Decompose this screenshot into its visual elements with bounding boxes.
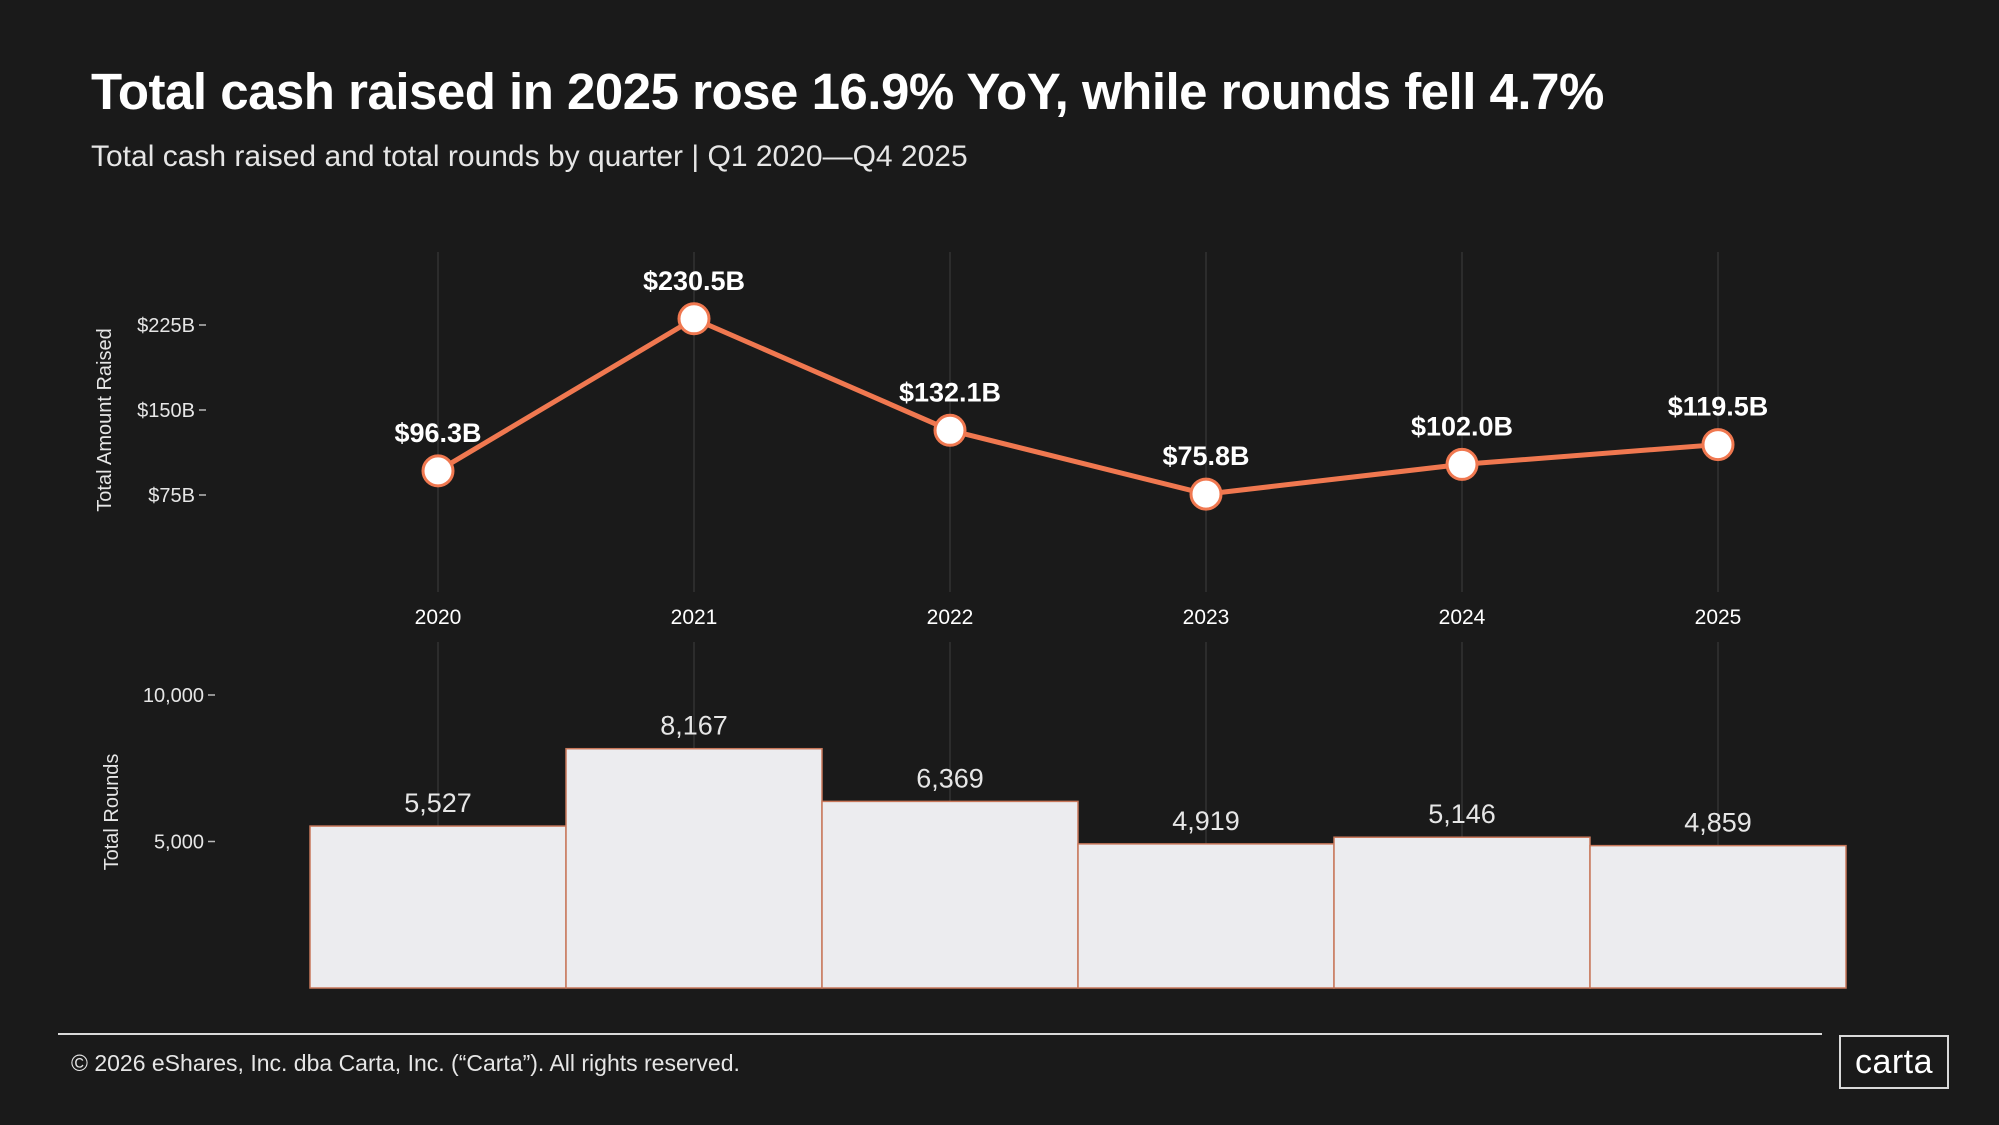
bar-2024 — [1333, 836, 1591, 989]
point-2024 — [1445, 447, 1479, 481]
y-axis-label-rounds: Total Rounds — [101, 754, 123, 871]
carta-logo: carta — [1839, 1035, 1949, 1089]
footer-divider — [58, 1033, 1822, 1035]
chart-subtitle: Total cash raised and total rounds by qu… — [91, 140, 968, 173]
x-tick-year: 2020 — [415, 606, 462, 629]
bar-2021 — [565, 747, 823, 989]
y-tick-amount: $225B — [137, 315, 195, 337]
x-tick-year: 2025 — [1695, 606, 1742, 629]
bar-value-label: 4,859 — [1684, 808, 1752, 838]
bar-value-label: 6,369 — [916, 763, 984, 793]
y-tick-rounds: 10,000 — [143, 685, 204, 707]
y-tick-amount: $75B — [148, 485, 195, 507]
point-value-label: $230.5B — [643, 266, 745, 296]
point-2022 — [933, 413, 967, 447]
point-value-label: $102.0B — [1411, 411, 1513, 441]
copyright-text: © 2026 eShares, Inc. dba Carta, Inc. (“C… — [71, 1050, 740, 1076]
bar-value-label: 4,919 — [1172, 806, 1240, 836]
x-tick-year: 2022 — [927, 606, 974, 629]
x-tick-year: 2023 — [1183, 606, 1230, 629]
point-value-label: $75.8B — [1162, 441, 1249, 471]
bar-value-label: 5,527 — [404, 788, 472, 818]
cash-raised-line — [436, 316, 1719, 497]
y-axis-label-amount: Total Amount Raised — [94, 328, 116, 511]
point-value-label: $96.3B — [394, 418, 481, 448]
point-value-label: $119.5B — [1668, 392, 1769, 422]
bar-value-label: 5,146 — [1428, 799, 1496, 829]
chart-title: Total cash raised in 2025 rose 16.9% YoY… — [91, 63, 1604, 120]
bar-value-label: 8,167 — [660, 711, 728, 741]
cash-line — [421, 302, 1735, 511]
chart-area: Total Amount Raised $75B $150B $225B 2020 202… — [94, 252, 1847, 989]
bar-2025 — [1589, 844, 1847, 989]
point-2021 — [677, 302, 711, 336]
bar-2020 — [309, 825, 567, 989]
bar-2022 — [821, 800, 1079, 989]
y-tick-amount: $150B — [137, 400, 195, 422]
point-2020 — [421, 454, 455, 488]
x-tick-year: 2024 — [1439, 606, 1486, 629]
x-tick-year: 2021 — [671, 606, 718, 629]
data-labels: 5,527 8,167 6,369 4,919 5,146 4,859 $96.3B $230… — [394, 266, 1768, 838]
rounds-bars — [309, 747, 1847, 989]
point-2025 — [1701, 428, 1735, 462]
point-2023 — [1189, 477, 1223, 511]
point-value-label: $132.1B — [899, 377, 1001, 407]
bar-2023 — [1077, 843, 1335, 989]
axes: Total Amount Raised $75B $150B $225B 2020 202… — [94, 315, 1741, 870]
y-tick-rounds: 5,000 — [154, 832, 204, 854]
